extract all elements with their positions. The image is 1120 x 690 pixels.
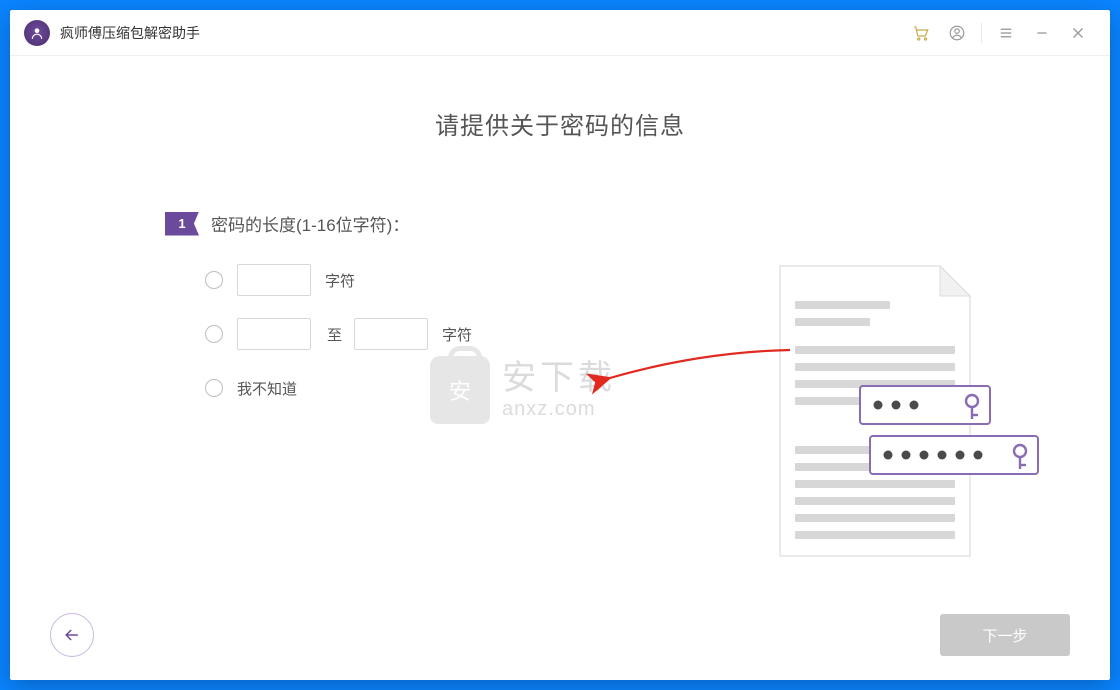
footer: 下一步 xyxy=(10,590,1110,680)
app-title: 疯师傅压缩包解密助手 xyxy=(60,23,200,43)
illustration xyxy=(740,246,1040,576)
range-from-input[interactable] xyxy=(237,318,311,350)
range-between-label: 至 xyxy=(327,324,342,345)
content-area: 请提供关于密码的信息 1 密码的长度(1-16位字符)： 字符 至 xyxy=(10,56,1110,590)
question-label: 密码的长度(1-16位字符)： xyxy=(211,211,409,236)
radio-exact[interactable] xyxy=(205,271,223,289)
titlebar-divider xyxy=(981,23,982,43)
user-icon[interactable] xyxy=(939,15,975,51)
next-button[interactable]: 下一步 xyxy=(940,614,1070,656)
close-icon[interactable] xyxy=(1060,15,1096,51)
app-window: 疯师傅压缩包解密助手 请提供关于密码的信息 1 密码的长度(1-16位字符)： xyxy=(10,10,1110,680)
range-unit-label: 字符 xyxy=(442,324,472,345)
unknown-label: 我不知道 xyxy=(237,378,297,399)
minimize-icon[interactable] xyxy=(1024,15,1060,51)
menu-icon[interactable] xyxy=(988,15,1024,51)
radio-unknown[interactable] xyxy=(205,379,223,397)
back-button[interactable] xyxy=(50,613,94,657)
cart-icon[interactable] xyxy=(903,15,939,51)
app-logo-icon xyxy=(24,20,50,46)
page-heading: 请提供关于密码的信息 xyxy=(70,106,1050,141)
range-to-input[interactable] xyxy=(354,318,428,350)
step-badge: 1 xyxy=(165,212,199,236)
radio-range[interactable] xyxy=(205,325,223,343)
question-header: 1 密码的长度(1-16位字符)： xyxy=(165,211,1050,236)
exact-chars-input[interactable] xyxy=(237,264,311,296)
titlebar: 疯师傅压缩包解密助手 xyxy=(10,10,1110,56)
exact-unit-label: 字符 xyxy=(325,270,355,291)
